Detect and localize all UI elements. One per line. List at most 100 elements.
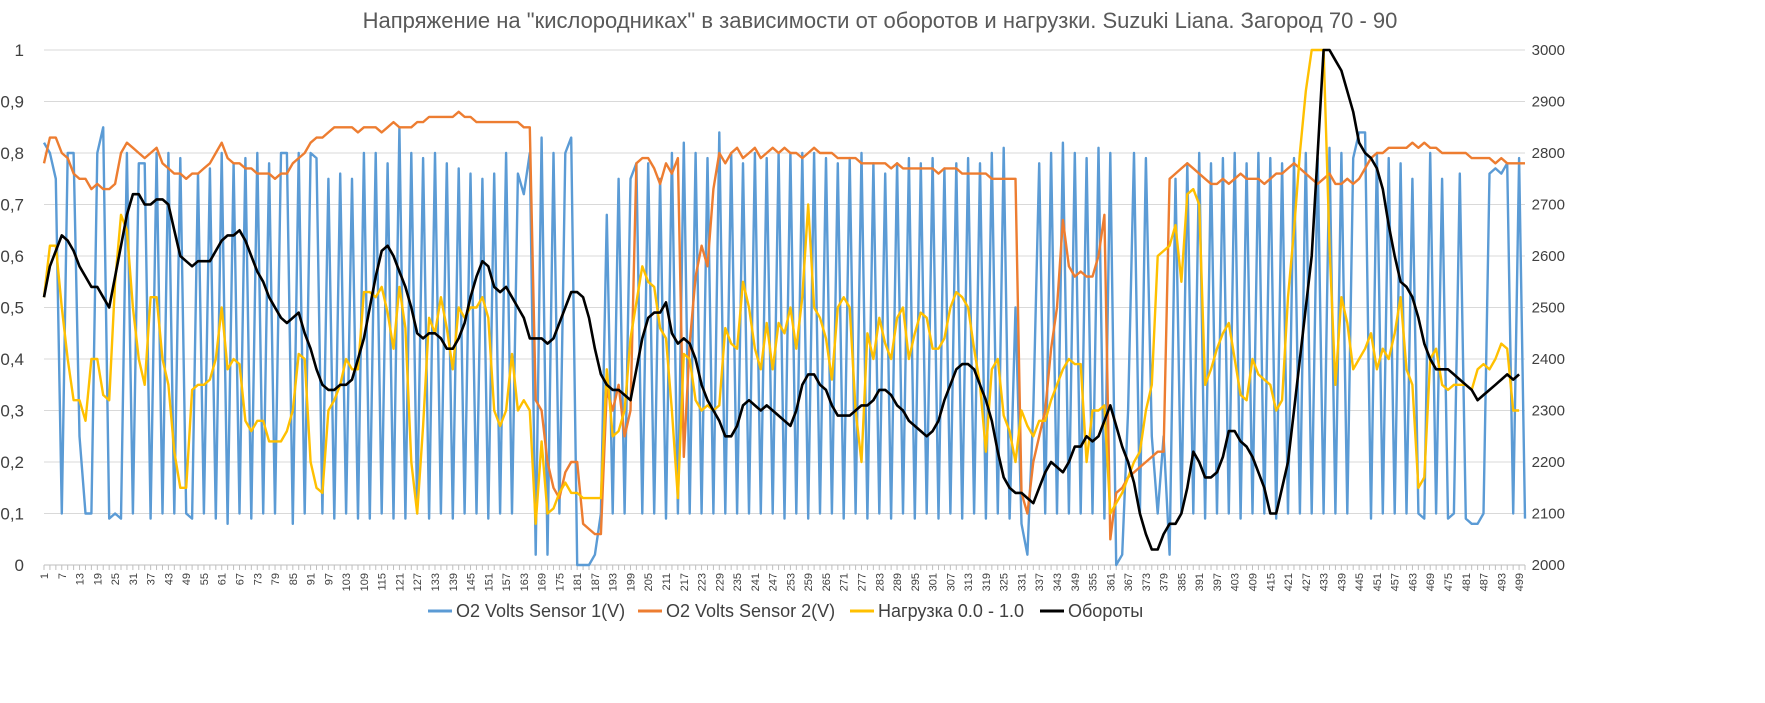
x-tick-label: 37: [146, 573, 158, 585]
x-tick-label: 391: [1194, 573, 1206, 591]
x-tick-label: 421: [1283, 573, 1295, 591]
left-tick-label: 0,4: [0, 350, 24, 369]
x-tick-label: 49: [181, 573, 193, 585]
x-tick-label: 373: [1141, 573, 1153, 591]
x-tick-label: 355: [1088, 573, 1100, 591]
x-tick-label: 265: [821, 573, 833, 591]
x-tick-label: 307: [945, 573, 957, 591]
x-tick-label: 475: [1443, 573, 1455, 591]
x-tick-label: 91: [306, 573, 318, 585]
left-axis-ticks: 0 0,1 0,2 0,3 0,4 0,5 0,6 0,7 0,8 0,9 1: [0, 41, 24, 575]
x-tick-label: 409: [1247, 573, 1259, 591]
legend-label: Обороты: [1068, 601, 1143, 621]
left-tick-label: 0,8: [0, 144, 24, 163]
x-tick-label: 109: [359, 573, 371, 591]
left-tick-label: 0,6: [0, 247, 24, 266]
x-tick-label: 175: [554, 573, 566, 591]
right-tick-label: 3000: [1532, 42, 1565, 59]
x-tick-label: 79: [270, 573, 282, 585]
x-tick-label: 301: [928, 573, 940, 591]
x-tick-label: 439: [1336, 573, 1348, 591]
x-tick-label: 397: [1212, 573, 1224, 591]
x-tick-label: 229: [714, 573, 726, 591]
x-tick-label: 151: [483, 573, 495, 591]
x-tick-label: 205: [643, 573, 655, 591]
x-tick-label: 223: [697, 573, 709, 591]
right-tick-label: 2800: [1532, 145, 1565, 162]
x-tick-label: 271: [839, 573, 851, 591]
left-tick-label: 0,9: [0, 93, 24, 112]
x-tick-label: 463: [1407, 573, 1419, 591]
x-tick-label: 325: [999, 573, 1011, 591]
x-tick-label: 13: [75, 573, 87, 585]
x-tick-label: 55: [199, 573, 211, 585]
x-tick-label: 19: [92, 573, 104, 585]
right-tick-label: 2100: [1532, 506, 1565, 523]
x-axis-ticks: 1 7 13 19 25 31 37 43 49 55 61 67 73 79 85 91 97 103 109 11…: [39, 565, 1526, 591]
x-tick-label: 481: [1461, 573, 1473, 591]
right-tick-label: 2300: [1532, 403, 1565, 420]
left-tick-label: 0: [15, 556, 24, 575]
x-tick-label: 493: [1496, 573, 1508, 591]
x-tick-label: 193: [608, 573, 620, 591]
legend: O2 Volts Sensor 1(V) O2 Volts Sensor 2(V)…: [428, 601, 1143, 621]
legend-label: O2 Volts Sensor 1(V): [456, 601, 625, 621]
x-tick-label: 241: [750, 573, 762, 591]
x-tick-label: 169: [537, 573, 549, 591]
x-tick-label: 139: [448, 573, 460, 591]
right-tick-label: 2400: [1532, 351, 1565, 368]
x-tick-label: 337: [1034, 573, 1046, 591]
x-tick-label: 97: [323, 573, 335, 585]
x-tick-label: 61: [217, 573, 229, 585]
x-tick-label: 235: [732, 573, 744, 591]
x-tick-label: 133: [430, 573, 442, 591]
x-tick-label: 121: [394, 573, 406, 591]
x-tick-label: 361: [1105, 573, 1117, 591]
right-tick-label: 2200: [1532, 454, 1565, 471]
x-tick-label: 85: [288, 573, 300, 585]
x-tick-label: 247: [768, 573, 780, 591]
legend-label: O2 Volts Sensor 2(V): [666, 601, 835, 621]
x-tick-label: 415: [1265, 573, 1277, 591]
left-tick-label: 0,3: [0, 402, 24, 421]
x-tick-label: 25: [110, 573, 122, 585]
right-tick-label: 2500: [1532, 300, 1565, 317]
left-tick-label: 0,1: [0, 505, 24, 524]
x-tick-label: 433: [1319, 573, 1331, 591]
x-tick-label: 277: [857, 573, 869, 591]
x-tick-label: 445: [1354, 573, 1366, 591]
x-tick-label: 163: [519, 573, 531, 591]
left-tick-label: 1: [15, 41, 24, 60]
x-tick-label: 319: [981, 573, 993, 591]
x-tick-label: 43: [163, 573, 175, 585]
legend-label: Нагрузка 0.0 - 1.0: [878, 601, 1024, 621]
x-tick-label: 31: [128, 573, 140, 585]
x-tick-label: 7: [57, 573, 69, 579]
left-tick-label: 0,2: [0, 453, 24, 472]
x-tick-label: 331: [1016, 573, 1028, 591]
series-line-1: [44, 127, 1525, 565]
x-tick-label: 289: [892, 573, 904, 591]
x-tick-label: 313: [963, 573, 975, 591]
x-tick-label: 343: [1052, 573, 1064, 591]
right-tick-label: 2900: [1532, 94, 1565, 111]
x-tick-label: 181: [572, 573, 584, 591]
x-tick-label: 349: [1070, 573, 1082, 591]
x-tick-label: 157: [501, 573, 513, 591]
x-tick-label: 367: [1123, 573, 1135, 591]
right-tick-label: 2000: [1532, 557, 1565, 574]
x-tick-label: 145: [466, 573, 478, 591]
chart-title: Напряжение на "кислородниках" в зависимо…: [363, 8, 1398, 33]
x-tick-label: 103: [341, 573, 353, 591]
right-tick-label: 2700: [1532, 197, 1565, 214]
x-tick-label: 385: [1176, 573, 1188, 591]
x-tick-label: 253: [785, 573, 797, 591]
x-tick-label: 259: [803, 573, 815, 591]
x-tick-label: 283: [874, 573, 886, 591]
x-tick-label: 127: [412, 573, 424, 591]
x-tick-label: 73: [252, 573, 264, 585]
right-tick-label: 2600: [1532, 248, 1565, 265]
x-tick-label: 427: [1301, 573, 1313, 591]
x-tick-label: 217: [679, 573, 691, 591]
